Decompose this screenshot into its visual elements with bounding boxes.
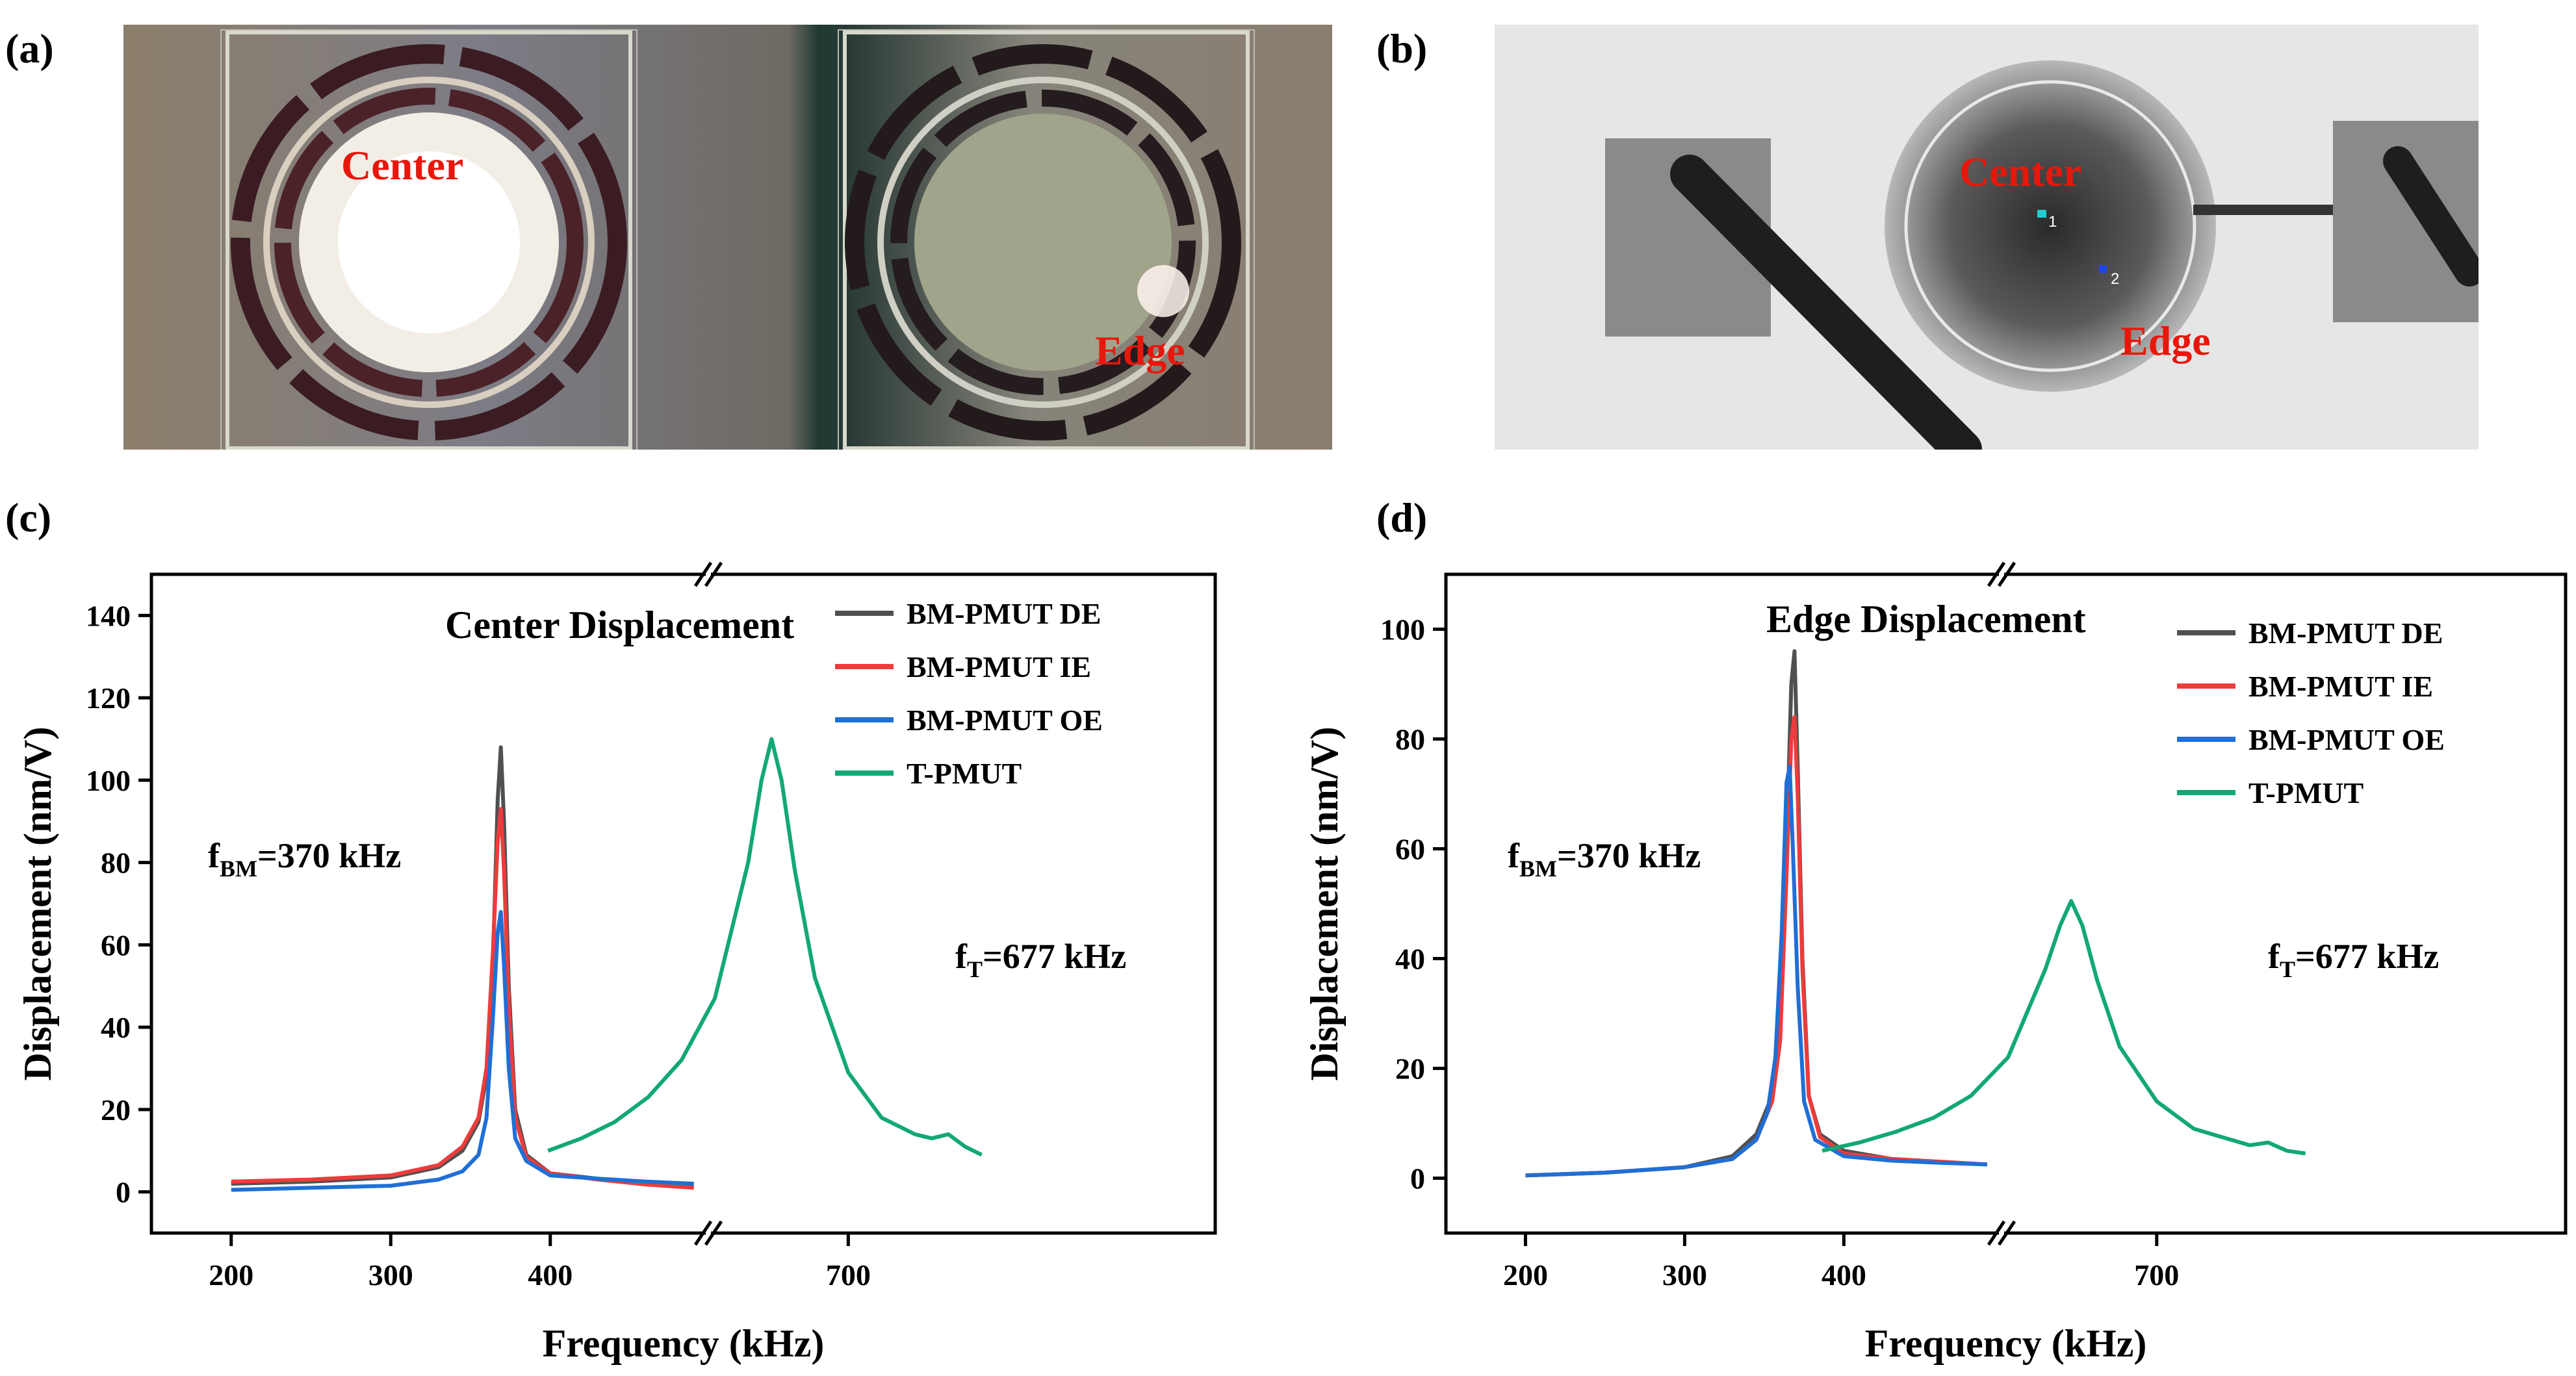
plot-frame (149, 572, 1217, 1235)
axis-break-mark (693, 1220, 713, 1246)
axis-break-mark (704, 1220, 723, 1246)
y-tick-label: 20 (1395, 1052, 1425, 1086)
x-axis-label: Frequency (kHz) (543, 1322, 825, 1365)
panel-label-d: (d) (1376, 494, 1428, 541)
y-tick-label: 120 (86, 682, 131, 715)
chart-title: Edge Displacement (1766, 598, 2086, 641)
legend-entry: BM-PMUT IE (2248, 670, 2433, 703)
axis-break-mark (1987, 1220, 2006, 1246)
legend-entry: BM-PMUT OE (907, 704, 1103, 737)
axis-break-mark (1997, 561, 2016, 587)
series-line-ie (1525, 715, 1987, 1178)
axis-break-gap (706, 567, 711, 582)
x-tick-label: 400 (1822, 1258, 1866, 1292)
panel-label-b: (b) (1376, 25, 1428, 71)
edge-label-a: Edge (1095, 327, 1185, 374)
y-tick-label: 100 (86, 764, 131, 797)
y-axis-label: Displacement (nm/V) (16, 727, 59, 1081)
x-tick-label: 700 (826, 1258, 871, 1292)
edge-label-b: Edge (2120, 318, 2211, 364)
f-t-annotation: fT=677 kHz (2268, 937, 2439, 982)
legend-entry: BM-PMUT DE (907, 597, 1101, 630)
f-bm-annotation: fBM=370 kHz (1508, 836, 1701, 882)
y-tick-label: 60 (1395, 833, 1425, 866)
y-tick-label: 100 (1380, 613, 1425, 646)
center-label-a: Center (341, 142, 464, 188)
center-displacement-chart: 0 20 40 60 80 100 120 140 200 300 400 700Frequency … (16, 561, 1217, 1365)
axis-break-gap (1999, 1225, 2004, 1241)
measurement-point-1: 1 (2048, 213, 2057, 231)
y-axis-label: Displacement (nm/V) (1303, 727, 1346, 1081)
y-tick-label: 40 (1395, 943, 1425, 976)
x-tick-label: 300 (1662, 1258, 1707, 1292)
legend-entry: T-PMUT (2248, 776, 2363, 809)
y-tick-label: 0 (1410, 1162, 1425, 1195)
f-t-annotation: fT=677 kHz (955, 937, 1126, 982)
axis-break-mark (1987, 561, 2006, 587)
chart-title: Center Displacement (445, 604, 794, 646)
x-tick-label: 300 (368, 1258, 413, 1292)
y-tick-label: 20 (101, 1093, 131, 1127)
edge-displacement-chart: 0 20 40 60 80 100 200 300 400 700 Frequency (kHz) D… (1303, 561, 2568, 1365)
series-line-oe (231, 910, 694, 1192)
micrograph-photo-a: Center Edge (123, 25, 1332, 450)
y-tick-label: 0 (116, 1176, 131, 1209)
y-tick-label: 60 (101, 928, 131, 962)
panel-label-a: (a) (5, 25, 54, 71)
measurement-point-2: 2 (2111, 270, 2120, 288)
center-label-b: Center (1959, 149, 2082, 195)
legend-entry: BM-PMUT OE (2248, 723, 2445, 756)
x-tick-label: 700 (2134, 1258, 2179, 1292)
x-tick-label: 400 (528, 1258, 573, 1292)
y-tick-label: 140 (86, 599, 131, 632)
axis-break-gap (1999, 567, 2004, 582)
axis-break-mark (704, 561, 723, 587)
micrograph-drawing (220, 29, 1255, 450)
series-line-de (231, 745, 694, 1189)
x-tick-label: 200 (1503, 1258, 1548, 1292)
panel-label-c: (c) (5, 494, 52, 541)
series-line-oe (1525, 764, 1987, 1178)
series-line-de (1525, 649, 1987, 1178)
y-tick-label: 80 (101, 847, 131, 880)
y-tick-label: 80 (1395, 723, 1425, 756)
y-tick-label: 40 (101, 1011, 131, 1044)
axis-break-mark (693, 561, 713, 587)
x-tick-label: 200 (209, 1258, 253, 1292)
axis-break-mark (1997, 1220, 2016, 1246)
legend-entry: T-PMUT (907, 757, 1022, 790)
vibrometer-drawing (1495, 25, 2479, 450)
series-line-t (1822, 898, 2306, 1156)
legend-entry: BM-PMUT DE (2248, 617, 2443, 650)
axis-break-gap (706, 1225, 711, 1241)
legend-entry: BM-PMUT IE (907, 650, 1091, 683)
series-line-t (547, 737, 983, 1157)
f-bm-annotation: fBM=370 kHz (208, 836, 401, 882)
x-axis-label: Frequency (kHz) (1865, 1322, 2147, 1365)
vibrometer-photo-b: Center Edge 1 2 (1495, 25, 2479, 450)
